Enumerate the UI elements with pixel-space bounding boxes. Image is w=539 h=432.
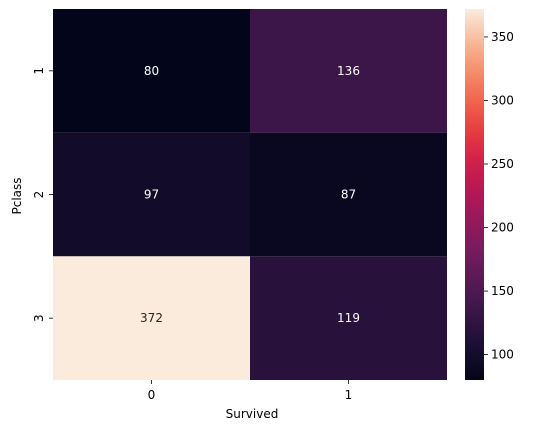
y-axis-title: Pclass [10,177,24,214]
heatmap-cell [250,132,447,257]
colorbar-tick-label: 300 [491,93,514,107]
colorbar-tick-label: 100 [491,348,514,362]
cell-annotation: 136 [337,64,360,78]
colorbar-tick-label: 350 [491,30,514,44]
colorbar: 100 150 200 250 300 350 [465,9,514,380]
heatmap-cell [250,9,447,133]
heatmap-cell [53,256,250,380]
colorbar-tick-label: 250 [491,157,514,171]
y-axis: 1 2 3 [32,67,53,322]
cell-annotations: 80 136 97 87 372 119 [140,64,360,325]
y-tick-label: 2 [32,191,46,199]
heatmap-cells [53,9,447,380]
x-tick-label: 1 [345,388,353,402]
cell-annotation: 87 [341,188,356,202]
cell-annotation: 80 [144,64,159,78]
y-tick-label: 3 [32,314,46,322]
colorbar-tick-label: 200 [491,221,514,235]
x-axis-title: Survived [226,407,279,421]
x-tick-label: 0 [148,388,156,402]
y-tick-label: 1 [32,67,46,75]
cell-annotation: 97 [144,188,159,202]
heatmap-cell [53,132,250,257]
colorbar-tick-label: 150 [491,284,514,298]
heatmap-cell [250,256,447,380]
cell-annotation: 119 [337,311,360,325]
colorbar-gradient [465,9,484,380]
heatmap-cell [53,9,250,133]
cell-annotation: 372 [140,311,163,325]
